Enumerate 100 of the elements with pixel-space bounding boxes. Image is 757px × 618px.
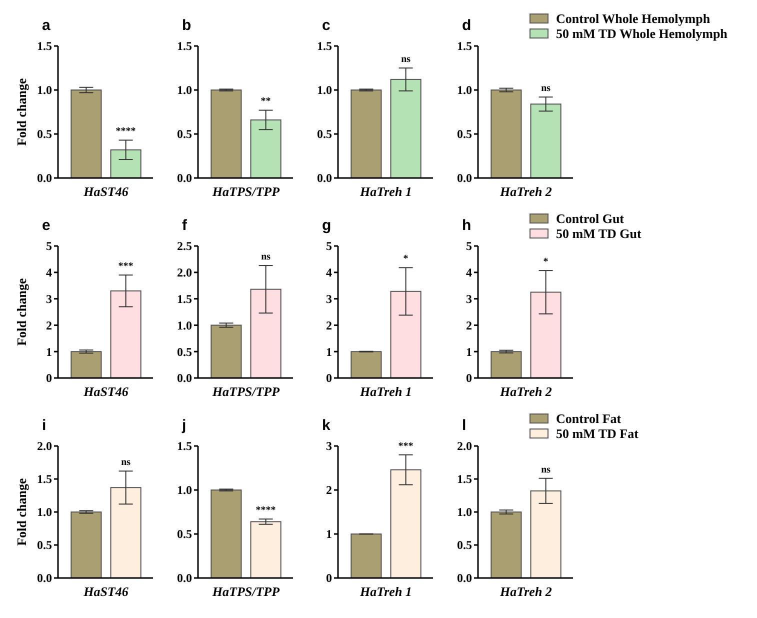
y-tick-label: 3 <box>326 292 332 306</box>
y-tick-label: 0.0 <box>177 571 192 586</box>
annotation: ns <box>261 252 271 263</box>
y-tick-label: 0 <box>46 371 52 386</box>
y-tick-label: 1 <box>326 527 332 542</box>
chart-title: k <box>322 417 331 434</box>
y-tick-label: 1.5 <box>457 472 472 486</box>
y-tick-label: 0.5 <box>457 538 472 552</box>
y-tick-label: 0.5 <box>317 127 332 142</box>
y-axis-title: Fold change <box>14 78 29 146</box>
y-tick-label: 0.5 <box>37 127 52 142</box>
annotation: ns <box>401 54 411 65</box>
annotation: * <box>543 256 548 268</box>
y-tick-label: 1.5 <box>177 39 192 54</box>
y-tick-label: 1.5 <box>37 39 52 54</box>
legend-label: 50 mM TD Fat <box>556 426 640 441</box>
y-tick-label: 4 <box>466 266 472 280</box>
chart-title: j <box>181 417 186 434</box>
y-tick-label: 0.0 <box>177 371 192 386</box>
y-tick-label: 0.5 <box>37 538 52 552</box>
legend-label: Control Whole Hemolymph <box>556 11 711 26</box>
y-tick-label: 2.0 <box>37 439 52 454</box>
y-tick-label: 1.0 <box>457 83 472 98</box>
y-tick-label: 0.0 <box>317 171 332 186</box>
y-tick-label: 1.0 <box>177 318 192 332</box>
y-tick-label: 0.5 <box>177 344 192 359</box>
y-tick-label: 1.5 <box>457 39 472 54</box>
y-tick-label: 0.0 <box>457 171 472 186</box>
y-tick-label: 0 <box>326 371 332 386</box>
y-tick-label: 2.5 <box>177 239 192 254</box>
y-tick-label: 1.5 <box>317 39 332 54</box>
legend-label: 50 mM TD Whole Hemolymph <box>556 26 728 41</box>
y-tick-label: 1 <box>466 344 472 359</box>
x-axis-title: HaTPS/TPP <box>211 184 281 199</box>
chart-title: b <box>182 17 192 34</box>
y-tick-label: 3 <box>326 439 332 454</box>
chart-title: a <box>42 17 51 34</box>
x-axis-title: HaTreh 2 <box>499 384 552 399</box>
y-tick-label: 3 <box>466 292 472 306</box>
x-axis-title: HaST46 <box>82 384 129 399</box>
annotation: ns <box>541 464 551 476</box>
x-axis-title: HaTreh 2 <box>499 184 552 199</box>
y-tick-label: 2.0 <box>457 439 472 454</box>
x-axis-title: HaTreh 2 <box>499 584 552 599</box>
y-tick-label: 1.0 <box>177 83 192 98</box>
y-axis-title: Fold change <box>14 478 29 546</box>
y-tick-label: 1.0 <box>457 505 472 520</box>
chart-title: h <box>462 217 472 234</box>
y-tick-label: 2.0 <box>177 266 192 280</box>
y-axis-title: Fold change <box>14 278 29 346</box>
annotation: **** <box>116 126 136 138</box>
y-tick-label: 0.5 <box>177 527 192 542</box>
y-tick-label: 2 <box>46 318 52 332</box>
y-tick-label: 0.0 <box>457 571 472 586</box>
chart-title: c <box>322 17 330 34</box>
y-tick-label: 4 <box>46 266 52 280</box>
chart-title: i <box>42 417 46 434</box>
y-tick-label: 0 <box>326 571 332 586</box>
x-axis-title: HaST46 <box>82 184 129 199</box>
x-axis-title: HaTreh 1 <box>359 584 412 599</box>
y-tick-label: 1.5 <box>37 472 52 486</box>
x-axis-title: HaTreh 1 <box>359 384 412 399</box>
annotation: *** <box>118 261 134 272</box>
y-tick-label: 5 <box>326 239 332 254</box>
y-tick-label: 0 <box>466 371 472 386</box>
chart-title: l <box>462 417 466 434</box>
legend-label: Control Gut <box>556 211 625 226</box>
y-tick-label: 1 <box>46 344 52 359</box>
y-tick-label: 3 <box>46 292 52 306</box>
annotation: ** <box>260 96 271 108</box>
y-tick-label: 0.0 <box>37 571 52 586</box>
x-axis-title: HaST46 <box>82 584 129 599</box>
annotation: ns <box>541 83 551 94</box>
annotation: **** <box>256 505 276 516</box>
chart-title: f <box>182 217 188 234</box>
annotation: ns <box>121 457 131 468</box>
chart-title: e <box>42 217 50 234</box>
y-tick-label: 5 <box>46 239 52 254</box>
y-tick-label: 1.0 <box>37 505 52 520</box>
y-tick-label: 1.0 <box>177 483 192 498</box>
chart-title: d <box>462 17 472 34</box>
y-tick-label: 1 <box>326 344 332 359</box>
x-axis-title: HaTPS/TPP <box>211 584 281 599</box>
y-tick-label: 0.5 <box>177 127 192 142</box>
y-tick-label: 1.0 <box>37 83 52 98</box>
y-tick-label: 0.0 <box>37 171 52 186</box>
annotation: * <box>403 254 408 265</box>
y-tick-label: 5 <box>466 239 472 254</box>
y-tick-label: 1.5 <box>177 292 192 306</box>
y-tick-label: 2 <box>326 483 332 498</box>
chart-title: g <box>322 217 332 234</box>
y-tick-label: 0.5 <box>457 127 472 142</box>
y-tick-label: 0.0 <box>177 171 192 186</box>
y-tick-label: 2 <box>326 318 332 332</box>
y-tick-label: 1.5 <box>177 439 192 454</box>
y-tick-label: 2 <box>466 318 472 332</box>
x-axis-title: HaTreh 1 <box>359 184 412 199</box>
y-tick-label: 4 <box>326 266 332 280</box>
legend-label: 50 mM TD Gut <box>556 226 642 241</box>
annotation: *** <box>398 440 414 452</box>
